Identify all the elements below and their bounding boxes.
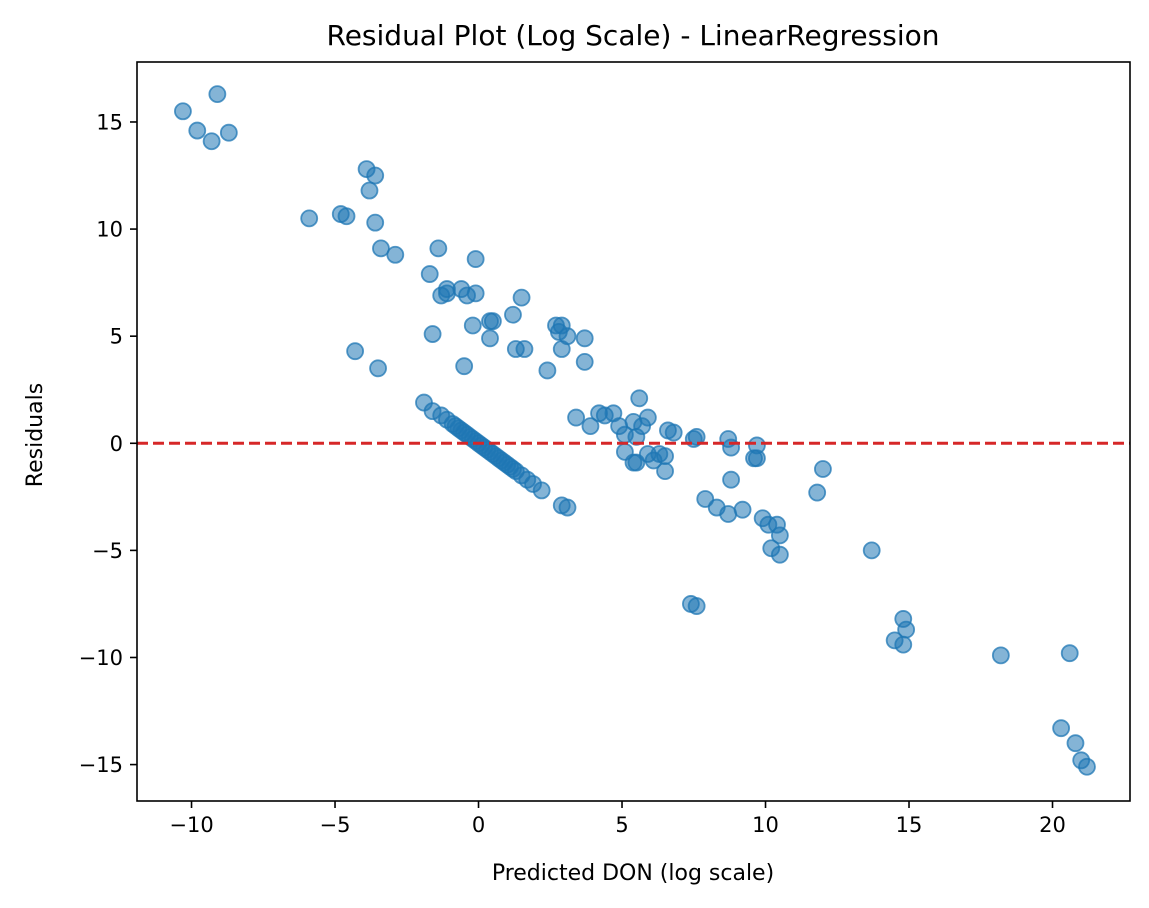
plot-area: −10 −5 0 5 10 15 20 −15 −10 −5 0 5 10 15	[79, 61, 1131, 837]
data-point	[894, 635, 913, 654]
data-point	[483, 312, 502, 331]
data-point	[575, 352, 594, 371]
y-tick-label: 0	[110, 432, 123, 456]
data-point	[808, 483, 827, 502]
y-tick-label: −5	[92, 539, 123, 563]
data-point	[1066, 734, 1085, 753]
data-point	[366, 213, 385, 232]
data-point	[455, 357, 474, 376]
data-point	[423, 325, 442, 343]
data-point	[515, 340, 534, 358]
data-point	[219, 123, 238, 142]
data-point	[991, 646, 1010, 665]
y-tick-label: 10	[96, 218, 123, 242]
data-point	[386, 245, 405, 264]
data-point	[174, 102, 192, 121]
data-point	[372, 239, 390, 258]
data-point	[429, 239, 448, 258]
x-axis-label: Predicted DON (log scale)	[492, 861, 774, 886]
data-point	[481, 329, 499, 348]
data-point	[575, 329, 594, 348]
data-point	[722, 470, 740, 489]
x-tick-label: 5	[615, 813, 628, 837]
x-tick-label: 0	[472, 813, 485, 837]
data-point	[687, 427, 706, 446]
data-point	[420, 265, 439, 283]
data-point	[558, 327, 577, 346]
x-tick-label: −5	[320, 813, 351, 837]
data-point	[862, 541, 881, 560]
data-point	[300, 209, 319, 228]
data-point	[1078, 757, 1096, 776]
y-tick-label: 5	[110, 325, 123, 349]
data-point	[558, 498, 577, 517]
data-point	[770, 526, 789, 545]
plot-frame	[136, 61, 1131, 802]
data-point	[581, 417, 600, 436]
data-point	[627, 427, 646, 446]
data-point	[538, 361, 557, 380]
data-point	[630, 389, 649, 408]
x-tick-label: 20	[1039, 813, 1066, 837]
data-point	[1052, 719, 1071, 738]
data-point	[627, 453, 646, 472]
data-point	[748, 436, 766, 455]
data-point	[360, 181, 379, 200]
data-point	[687, 597, 706, 615]
data-point	[532, 481, 551, 500]
data-point	[366, 166, 385, 185]
data-point	[897, 620, 916, 639]
x-tick-label: 15	[896, 813, 923, 837]
data-point	[369, 359, 387, 378]
data-point	[463, 316, 482, 335]
data-point	[512, 288, 531, 307]
data-point	[202, 132, 221, 151]
y-tick-label: −10	[79, 646, 123, 670]
data-point	[466, 250, 485, 268]
data-point	[770, 545, 789, 564]
data-point	[733, 500, 752, 519]
y-axis-label: Residuals	[23, 383, 48, 487]
y-tick-label: 15	[96, 110, 123, 134]
data-point	[346, 342, 365, 361]
x-tick-label: 10	[752, 813, 779, 837]
data-point	[1060, 644, 1079, 663]
y-tick-label: −15	[79, 753, 123, 777]
data-point	[208, 85, 227, 104]
data-point	[337, 207, 356, 226]
data-point	[814, 460, 832, 478]
data-point	[188, 121, 207, 140]
data-point	[567, 408, 585, 427]
chart-title: Residual Plot (Log Scale) - LinearRegres…	[327, 19, 940, 52]
data-point	[638, 408, 657, 427]
data-point	[656, 462, 674, 481]
data-point	[664, 423, 683, 442]
x-tick-label: −10	[169, 813, 213, 837]
data-point	[656, 447, 674, 466]
data-point	[504, 305, 522, 324]
data-point	[466, 284, 485, 303]
